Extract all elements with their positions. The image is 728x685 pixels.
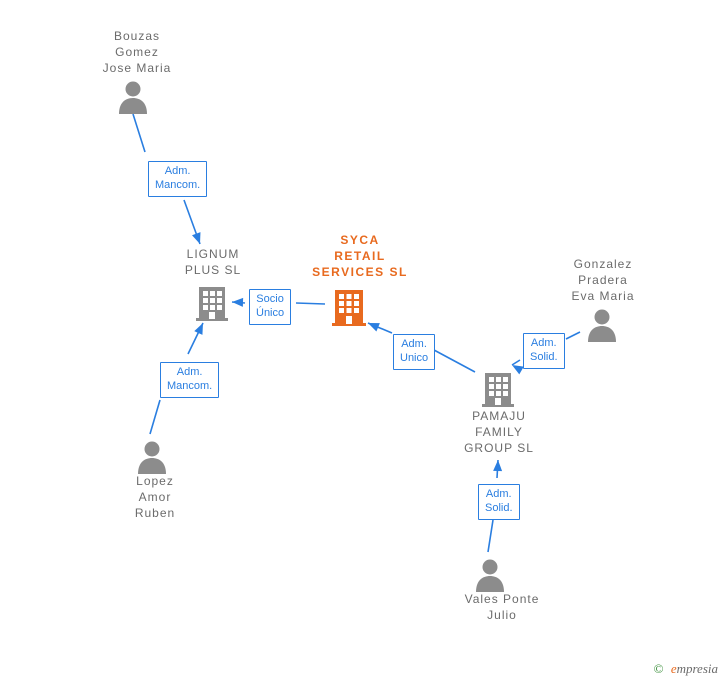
edge-label-adm-mancom-1: Adm. Mancom.	[148, 161, 207, 197]
edge-label-adm-solid-2: Adm. Solid.	[478, 484, 520, 520]
edge-label-adm-unico: Adm. Unico	[393, 334, 435, 370]
node-label-pamaju: PAMAJU FAMILY GROUP SL	[454, 408, 544, 457]
node-label-bouzas: Bouzas Gomez Jose Maria	[92, 28, 182, 77]
node-label-gonzalez: Gonzalez Pradera Eva Maria	[558, 256, 648, 305]
arrowhead-icon	[192, 232, 204, 245]
edge-label-adm-mancom-2: Adm. Mancom.	[160, 362, 219, 398]
building-icon	[196, 285, 228, 321]
person-icon	[586, 308, 618, 342]
edge-label-adm-solid-1: Adm. Solid.	[523, 333, 565, 369]
person-icon	[136, 440, 168, 474]
edges-layer	[0, 0, 728, 685]
node-label-vales: Vales Ponte Julio	[452, 591, 552, 623]
arrowhead-icon	[493, 460, 502, 471]
node-label-syca: SYCA RETAIL SERVICES SL	[300, 232, 420, 281]
node-label-lopez: Lopez Amor Ruben	[120, 473, 190, 522]
arrowhead-icon	[194, 321, 207, 335]
diagram-canvas: Bouzas Gomez Jose Maria LIGNUM PLUS SL S…	[0, 0, 728, 685]
footer-brand: © empresia	[654, 661, 718, 677]
node-label-lignum: LIGNUM PLUS SL	[173, 246, 253, 278]
arrowhead-icon	[232, 298, 243, 307]
person-icon	[117, 80, 149, 114]
person-icon	[474, 558, 506, 592]
edge-label-socio-unico: Socio Único	[249, 289, 291, 325]
copyright-symbol: ©	[654, 661, 664, 676]
building-icon	[482, 371, 514, 407]
brand-rest: mpresia	[677, 661, 718, 676]
building-central-icon	[332, 288, 366, 326]
arrowhead-icon	[366, 319, 380, 332]
